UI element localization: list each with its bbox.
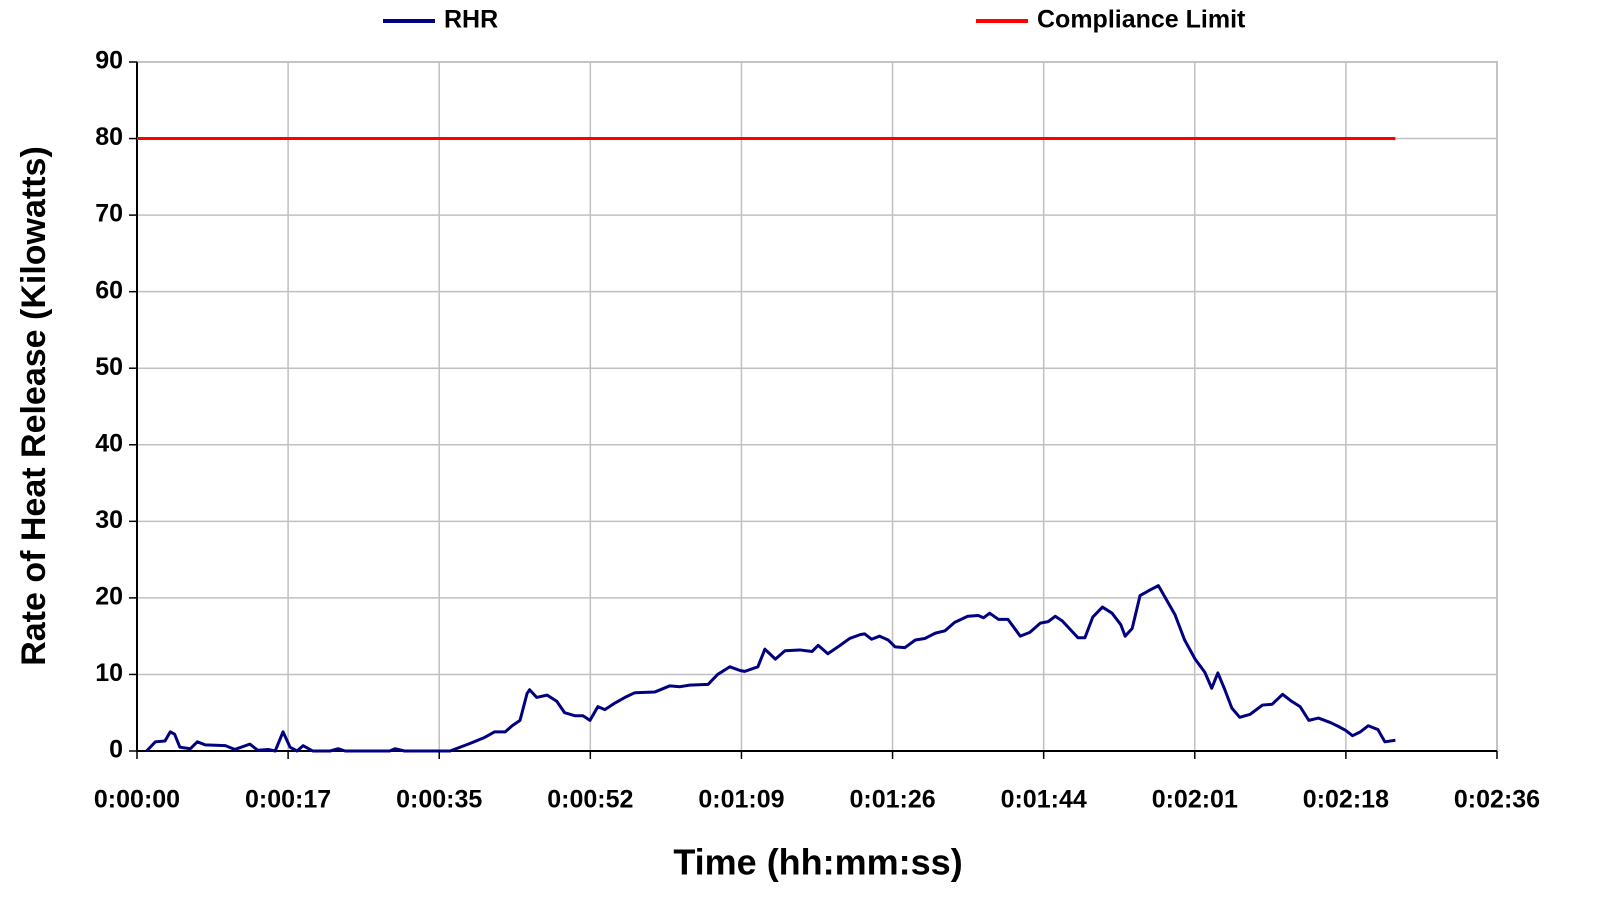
x-tick-label: 0:00:17 <box>245 786 331 814</box>
y-tick-label: 40 <box>95 429 123 457</box>
y-tick-label: 90 <box>95 47 123 75</box>
x-tick-label: 0:00:35 <box>396 786 482 814</box>
y-tick-label: 70 <box>95 200 123 228</box>
y-tick-label: 10 <box>95 659 123 687</box>
x-tick-label: 0:02:18 <box>1303 786 1389 814</box>
x-tick-label: 0:01:09 <box>698 786 784 814</box>
y-tick-label: 30 <box>95 506 123 534</box>
legend-label: RHR <box>444 6 498 34</box>
x-axis-label: Time (hh:mm:ss) <box>673 842 962 883</box>
plot-area <box>136 61 1498 752</box>
y-tick-label: 0 <box>109 736 123 764</box>
y-tick-label: 60 <box>95 276 123 304</box>
x-tick-label: 0:01:26 <box>849 786 935 814</box>
y-tick-label: 20 <box>95 582 123 610</box>
y-axis-label: Rate of Heat Release (Kilowatts) <box>15 146 53 666</box>
y-tick-label: 80 <box>95 123 123 151</box>
x-tick-label: 0:00:00 <box>94 786 180 814</box>
x-tick-label: 0:00:52 <box>547 786 633 814</box>
legend-label: Compliance Limit <box>1037 6 1246 34</box>
x-tick-label: 0:02:01 <box>1152 786 1238 814</box>
x-tick-label: 0:02:36 <box>1454 786 1540 814</box>
x-tick-label: 0:01:44 <box>1001 786 1087 814</box>
series-line <box>145 584 1396 753</box>
y-tick-label: 50 <box>95 353 123 381</box>
